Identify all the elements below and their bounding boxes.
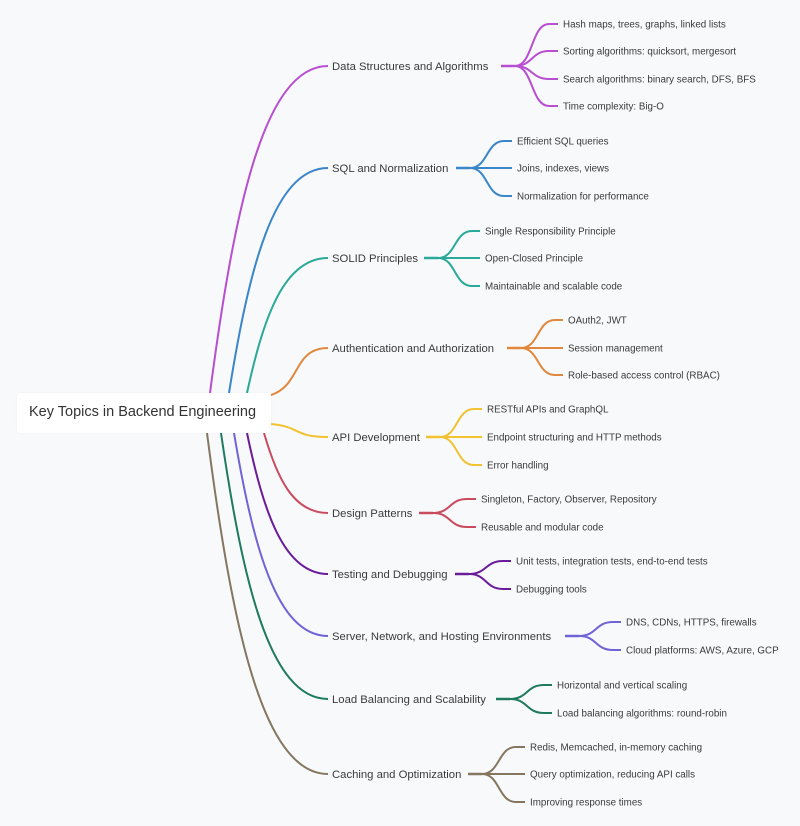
- leaf-node[interactable]: OAuth2, JWT: [568, 316, 627, 327]
- leaf-connector: [468, 573, 511, 590]
- branch-node[interactable]: Data Structures and Algorithms: [332, 61, 489, 73]
- leaf-node[interactable]: Cloud platforms: AWS, Azure, GCP: [626, 646, 779, 657]
- branch-node[interactable]: Server, Network, and Hosting Environment…: [332, 631, 551, 643]
- leaf-node[interactable]: Endpoint structuring and HTTP methods: [487, 433, 662, 444]
- branch-connector: [220, 432, 329, 700]
- leaf-node[interactable]: Hash maps, trees, graphs, linked lists: [563, 20, 726, 31]
- leaf-node[interactable]: Session management: [568, 344, 663, 355]
- leaf-node[interactable]: Horizontal and vertical scaling: [557, 681, 687, 692]
- leaf-node[interactable]: Normalization for performance: [517, 192, 649, 203]
- leaf-connector: [481, 746, 525, 775]
- leaf-node[interactable]: Redis, Memcached, in-memory caching: [530, 743, 702, 754]
- branch-connector: [209, 65, 329, 394]
- branch-node[interactable]: Design Patterns: [332, 508, 413, 520]
- branch-node[interactable]: SOLID Principles: [332, 253, 418, 265]
- leaf-connector: [439, 436, 482, 466]
- leaf-connector: [432, 512, 476, 528]
- leaf-node[interactable]: Singleton, Factory, Observer, Repository: [481, 495, 657, 506]
- leaf-connector: [439, 408, 482, 438]
- leaf-node[interactable]: Efficient SQL queries: [517, 137, 609, 148]
- branch-connector: [246, 432, 329, 575]
- root-label: Key Topics in Backend Engineering: [29, 404, 257, 420]
- branch-connector: [263, 432, 329, 514]
- leaf-node[interactable]: RESTful APIs and GraphQL: [487, 405, 609, 416]
- leaf-node[interactable]: Search algorithms: binary search, DFS, B…: [563, 75, 756, 86]
- branch-connector: [270, 423, 329, 438]
- leaf-node[interactable]: Unit tests, integration tests, end-to-en…: [516, 557, 708, 568]
- leaf-connector: [509, 684, 552, 700]
- branch-node[interactable]: Testing and Debugging: [332, 569, 448, 581]
- leaf-connector: [469, 140, 512, 169]
- leaf-node[interactable]: Debugging tools: [516, 585, 587, 596]
- branch-connector: [206, 432, 329, 775]
- leaf-connector: [509, 698, 552, 714]
- leaf-connector: [437, 257, 480, 287]
- leaf-node[interactable]: Time complexity: Big-O: [563, 102, 664, 113]
- leaf-connector: [578, 621, 621, 637]
- leaf-node[interactable]: Query optimization, reducing API calls: [530, 770, 695, 781]
- branch-connector: [270, 347, 329, 396]
- leaf-connector: [468, 560, 511, 575]
- root-node[interactable]: Key Topics in Backend Engineering: [17, 393, 271, 433]
- leaf-connector: [514, 23, 558, 67]
- branch-node[interactable]: Load Balancing and Scalability: [332, 694, 486, 706]
- branch-connector: [228, 167, 329, 394]
- leaf-connector: [432, 498, 476, 514]
- leaf-connector: [578, 635, 621, 651]
- leaf-connector: [514, 65, 558, 107]
- leaf-node[interactable]: Joins, indexes, views: [517, 164, 609, 175]
- leaf-node[interactable]: Sorting algorithms: quicksort, mergesort: [563, 47, 736, 58]
- leaf-connector: [520, 319, 563, 349]
- leaf-node[interactable]: Role-based access control (RBAC): [568, 371, 720, 382]
- branch-node[interactable]: Authentication and Authorization: [332, 343, 494, 355]
- leaf-node[interactable]: DNS, CDNs, HTTPS, firewalls: [626, 618, 757, 629]
- branch-node[interactable]: Caching and Optimization: [332, 769, 461, 781]
- branch-node[interactable]: API Development: [332, 432, 421, 444]
- leaf-node[interactable]: Maintainable and scalable code: [485, 282, 623, 293]
- leaf-node[interactable]: Open-Closed Principle: [485, 254, 584, 265]
- branch-connector: [233, 432, 329, 637]
- branch-node[interactable]: SQL and Normalization: [332, 163, 448, 175]
- leaf-node[interactable]: Reusable and modular code: [481, 523, 604, 534]
- leaf-connector: [481, 773, 525, 803]
- leaf-connector: [520, 347, 563, 376]
- leaf-node[interactable]: Single Responsibility Principle: [485, 227, 616, 238]
- branch-connector: [246, 257, 329, 394]
- leaf-connector: [437, 230, 480, 259]
- leaf-node[interactable]: Load balancing algorithms: round-robin: [557, 709, 727, 720]
- leaf-node[interactable]: Improving response times: [530, 798, 642, 809]
- leaf-node[interactable]: Error handling: [487, 461, 549, 472]
- leaf-connector: [469, 167, 512, 197]
